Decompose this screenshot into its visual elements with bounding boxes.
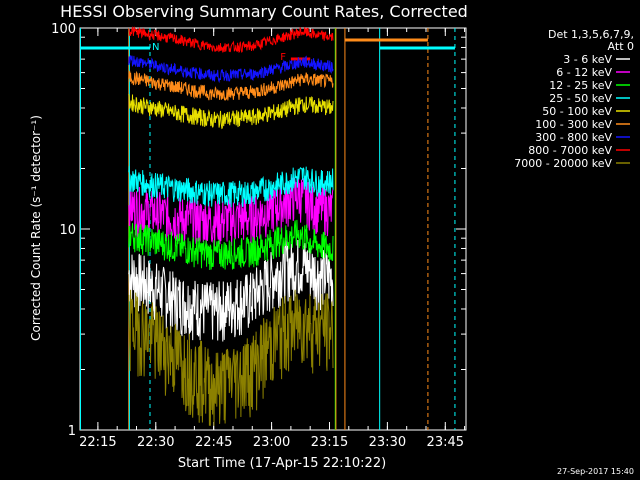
x-tick-label: 23:30 [369,435,406,450]
series-line-5 [128,70,334,101]
y-tick-label: 10 [59,223,76,238]
x-tick-label: 22:45 [195,435,232,450]
legend-label: 100 - 300 keV [535,118,612,131]
series-line-8 [128,289,334,426]
x-tick-label: 23:45 [427,435,464,450]
series-line-3 [128,165,334,208]
x-axis-label: Start Time (17-Apr-15 22:10:22) [178,456,386,471]
legend-header: Det 1,3,5,6,7,9, [548,28,634,41]
legend-label: 25 - 50 keV [549,92,612,105]
y-tick-label: 100 [51,22,76,37]
x-tick-label: 23:00 [253,435,290,450]
x-tick-label: 22:30 [137,435,174,450]
flag-label: N [152,42,159,53]
legend-label: 12 - 25 keV [549,79,612,92]
x-tick-label: 23:15 [311,435,348,450]
legend-label: 50 - 100 keV [542,105,612,118]
legend-label: 7000 - 20000 keV [514,157,612,170]
series-line-4 [128,93,334,130]
plot-area: 22:15 22:30 22:45 23:00 23:15 23:30 23:45 1 10 10… [51,22,467,450]
series-line-7 [128,26,334,53]
legend-label: 6 - 12 keV [556,66,612,79]
flag-label: F [280,52,286,63]
legend-label: 300 - 800 keV [535,131,612,144]
chart-title: HESSI Observing Summary Count Rates, Cor… [60,2,468,21]
y-axis-label: Corrected Count Rate (s⁻¹ detector⁻¹) [29,115,43,341]
series-line-0 [128,239,334,342]
series-line-2 [128,219,334,271]
legend-header: Att 0 [608,40,634,53]
legend-label: 3 - 6 keV [563,53,612,66]
series-line-6 [128,55,334,84]
series-line-1 [128,176,334,250]
footer-date: 27-Sep-2017 15:40 [557,467,634,476]
x-tick-label: 22:15 [79,435,116,450]
y-tick-label: 1 [68,424,76,439]
legend-label: 800 - 7000 keV [528,144,612,157]
